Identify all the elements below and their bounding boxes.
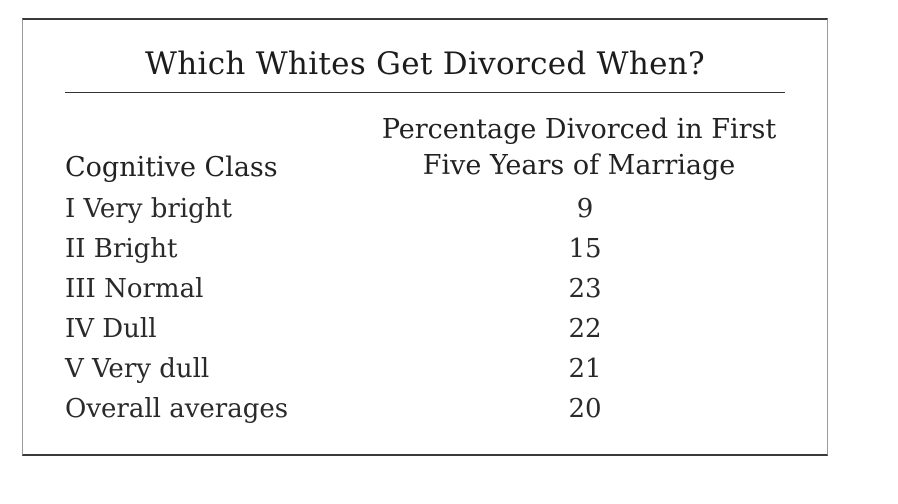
table-row: II Bright 15: [65, 230, 805, 270]
row-percentage-value: 22: [568, 314, 602, 344]
table-row: III Normal 23: [65, 270, 805, 310]
row-percentage-value: 20: [568, 394, 602, 424]
table-row: Overall averages 20: [65, 390, 805, 430]
column-header-percentage-line1: Percentage Divorced in First: [381, 114, 777, 145]
row-class-label: I Very bright: [65, 194, 232, 224]
column-header-cognitive-class: Cognitive Class: [65, 152, 278, 183]
row-percentage-value: 21: [568, 354, 602, 384]
column-header-percentage: Percentage Divorced in First Five Years …: [369, 112, 789, 184]
row-class-label: III Normal: [65, 274, 204, 304]
row-class-label: II Bright: [65, 234, 178, 264]
table-frame: Which Whites Get Divorced When? Percenta…: [22, 18, 828, 456]
table-title: Which Whites Get Divorced When?: [145, 46, 705, 82]
row-percentage-value: 23: [568, 274, 602, 304]
column-header-percentage-line2: Five Years of Marriage: [422, 150, 736, 181]
table-row: I Very bright 9: [65, 190, 805, 230]
row-percentage-value: 15: [568, 234, 602, 264]
row-class-label: V Very dull: [65, 354, 210, 384]
table-body: I Very bright 9 II Bright 15 III Normal …: [65, 190, 805, 430]
table-row: V Very dull 21: [65, 350, 805, 390]
row-class-label: IV Dull: [65, 314, 157, 344]
row-percentage-value: 9: [576, 194, 594, 224]
table-row: IV Dull 22: [65, 310, 805, 350]
title-divider: [65, 92, 785, 93]
row-class-label: Overall averages: [65, 394, 289, 424]
